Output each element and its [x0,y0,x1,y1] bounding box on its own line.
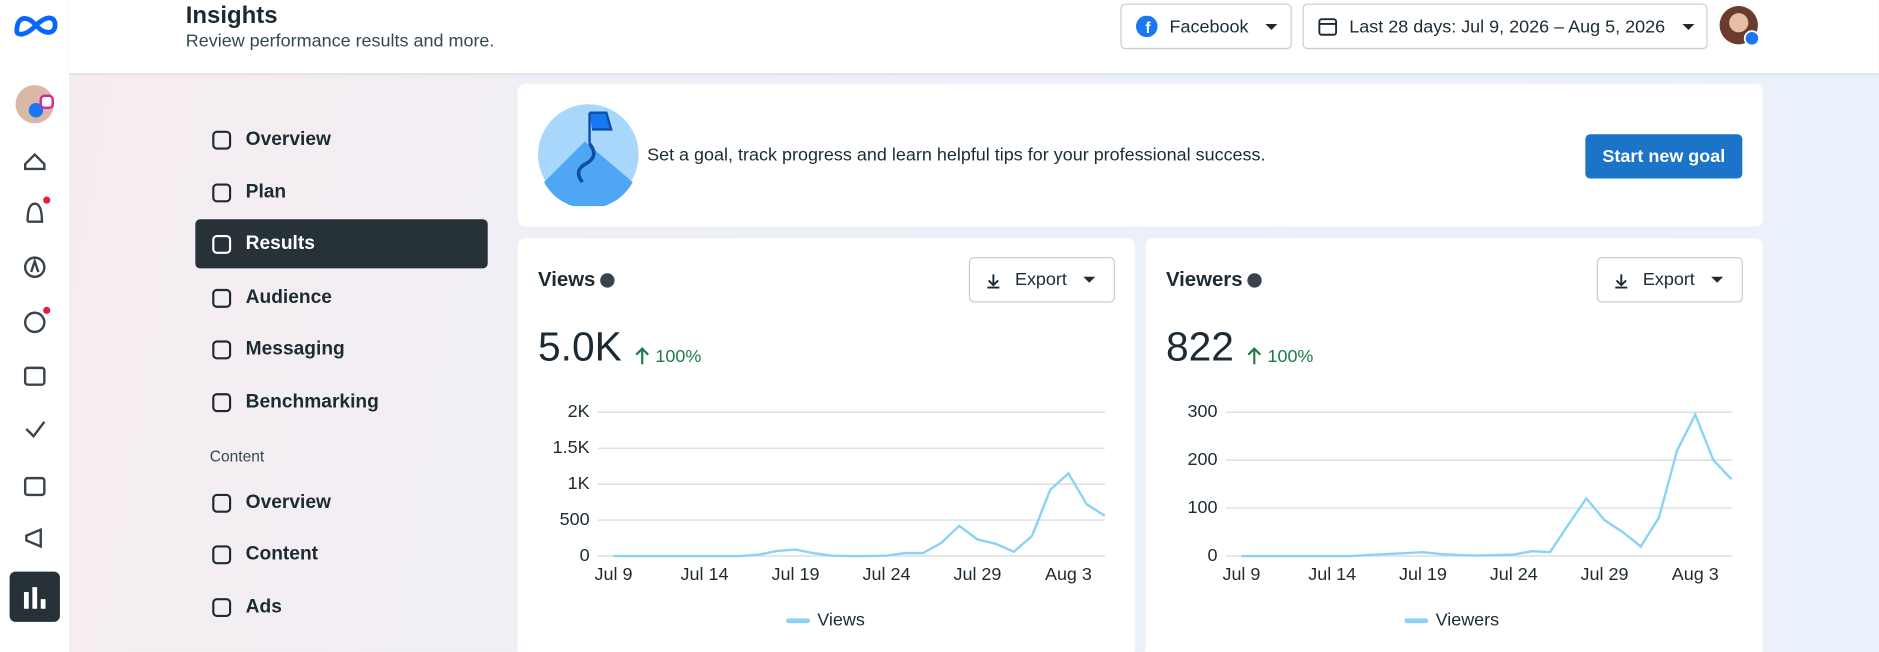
x-tick-label: Jul 9 [595,564,633,584]
chart-card [1145,238,1763,652]
icon-sidebar [0,0,71,652]
x-tick-label: Jul 29 [1581,564,1629,584]
total-value: 5.0K [538,324,622,370]
nav-label: Benchmarking [245,391,379,412]
y-tick-label: 1K [568,473,590,493]
export-button[interactable] [1596,257,1743,303]
x-tick-label: Jul 19 [1399,564,1447,584]
nav-item[interactable]: Messaging [195,325,487,374]
nav-label: Content [245,543,319,564]
nav-label: Plan [245,181,287,202]
nav-label: Overview [245,491,331,513]
chart-title: Viewers [1166,269,1243,291]
x-tick-label: Aug 3 [1045,564,1092,584]
nav-icon [212,493,232,513]
y-tick-label: 0 [1207,545,1217,565]
page-title: Insights [185,2,278,29]
up-arrow [1247,347,1262,365]
platform-label: Facebook [1169,16,1249,37]
chart-card [517,238,1135,652]
y-tick-label: 100 [1187,497,1217,517]
up-arrow [635,347,649,365]
nav-item[interactable]: Ads [195,582,487,631]
chart-title: Views [538,269,595,291]
x-tick-label: Jul 14 [681,564,729,584]
nav-item[interactable]: Results [195,219,488,269]
nav-item[interactable]: Overview [195,115,487,164]
caret [1265,23,1278,30]
nav-label: Audience [245,286,332,308]
date-range-dropdown[interactable]: Last 28 days: Jul 9, 2026 – Aug 5, 2026 [1302,3,1708,50]
y-tick-label: 200 [1187,449,1217,469]
start-goal-button[interactable]: Start new goal [1585,134,1743,179]
export-label: Export [1015,269,1067,289]
x-tick-label: Jul 24 [862,564,910,584]
nav-item[interactable]: Benchmarking [195,377,487,426]
nav-icon [212,234,232,254]
total-value: 822 [1166,324,1234,370]
x-tick-label: Jul 19 [772,564,820,584]
change-value: 100% [1267,346,1313,366]
series-line [1241,411,1733,558]
nav-icon [212,182,232,202]
sidebar-icons[interactable] [0,132,70,635]
y-tick-label: 0 [580,545,590,565]
y-tick-label: 300 [1187,401,1217,421]
legend-label: Viewers [1436,609,1500,629]
y-tick-label: 2K [568,401,590,421]
nav-label: Ads [245,596,282,617]
caret [1681,23,1694,30]
caret [1711,276,1724,283]
download-icon [1615,274,1628,289]
nav-icon [212,130,232,150]
x-tick-label: Jul 9 [1222,564,1260,584]
nav-item[interactable]: Overview [195,478,487,527]
nav-icon [212,544,232,564]
series-line [613,471,1106,558]
top-bar: Insights Review performance results and … [69,0,1879,74]
calendar-icon [1318,18,1338,36]
change-value: 100% [655,346,701,366]
account-avatar[interactable] [12,81,58,127]
info-icon [600,273,615,288]
x-tick-label: Jul 14 [1308,564,1356,584]
y-tick-label: 1.5K [553,437,590,457]
date-range-label: Last 28 days: Jul 9, 2026 – Aug 5, 2026 [1349,16,1666,37]
nav-icon [212,392,232,412]
nav-item[interactable]: Plan [195,168,487,217]
platform-dropdown[interactable]: f Facebook [1120,3,1292,50]
legend-label: Views [817,609,865,629]
nav-icon [212,288,232,308]
y-tick-label: 500 [560,509,590,529]
facebook-icon: f [1135,15,1158,38]
nav-label: Overview [245,128,331,150]
goal-text: Set a goal, track progress and learn hel… [647,144,1266,166]
nav-section: Content [209,446,265,465]
download-icon [987,274,1000,289]
goal-banner: Set a goal, track progress and learn hel… [517,83,1763,227]
nav-label: Messaging [245,338,345,359]
nav-item[interactable]: Content [195,530,487,579]
nav-item[interactable]: Audience [195,273,487,322]
profile-avatar[interactable] [1718,5,1761,48]
page-subtitle: Review performance results and more. [185,31,495,52]
x-tick-label: Jul 29 [953,564,1001,584]
info-icon [1247,273,1262,288]
x-tick-label: Aug 3 [1672,564,1719,584]
goal-illustration [538,104,639,207]
x-tick-label: Jul 24 [1490,564,1538,584]
caret [1083,276,1096,283]
export-label: Export [1643,269,1695,289]
nav-icon [212,597,232,617]
svg-text:f: f [1145,20,1151,37]
nav-label: Results [245,233,315,254]
meta-logo[interactable] [12,10,60,41]
nav-icon [212,339,232,359]
export-button[interactable] [968,257,1116,303]
